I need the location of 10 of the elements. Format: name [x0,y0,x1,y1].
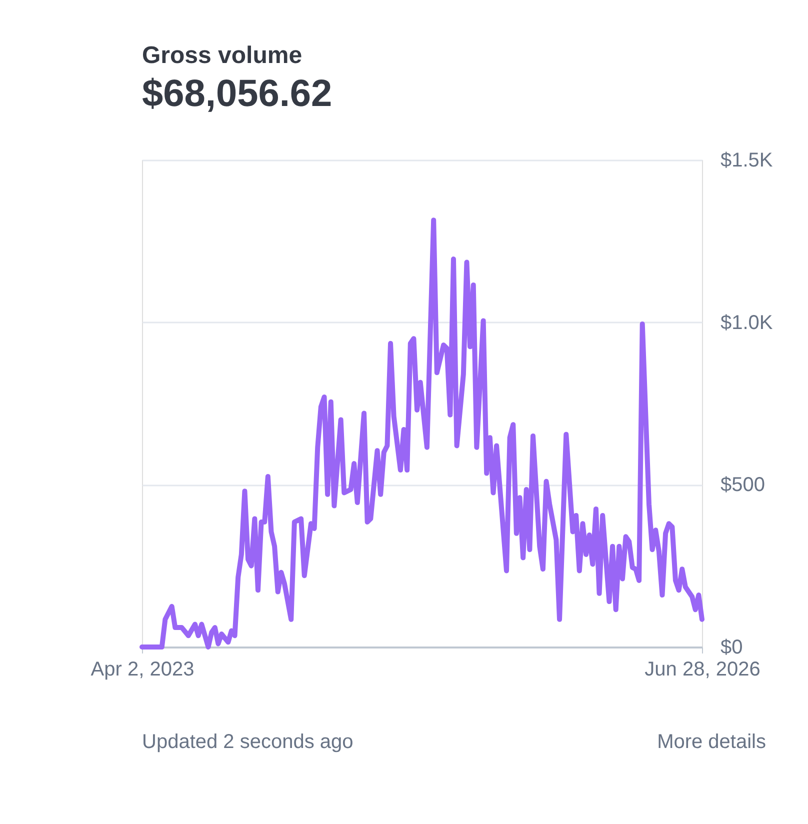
x-tick-label: Apr 2, 2023 [90,658,194,680]
text: Updated 2 seconds ago [142,731,354,753]
y-tick-label: $1.5K [720,150,774,172]
chart-subtitle: $68,056.62 [142,73,332,115]
text: More details [657,731,766,753]
y-tick-label: $1.0K [720,312,774,334]
y-tick-label: $0 [720,636,743,658]
y-tick-label: $500 [720,474,765,496]
x-tick-label: Jun 28, 2026 [644,658,760,680]
chart-title: Gross volume [142,42,302,69]
